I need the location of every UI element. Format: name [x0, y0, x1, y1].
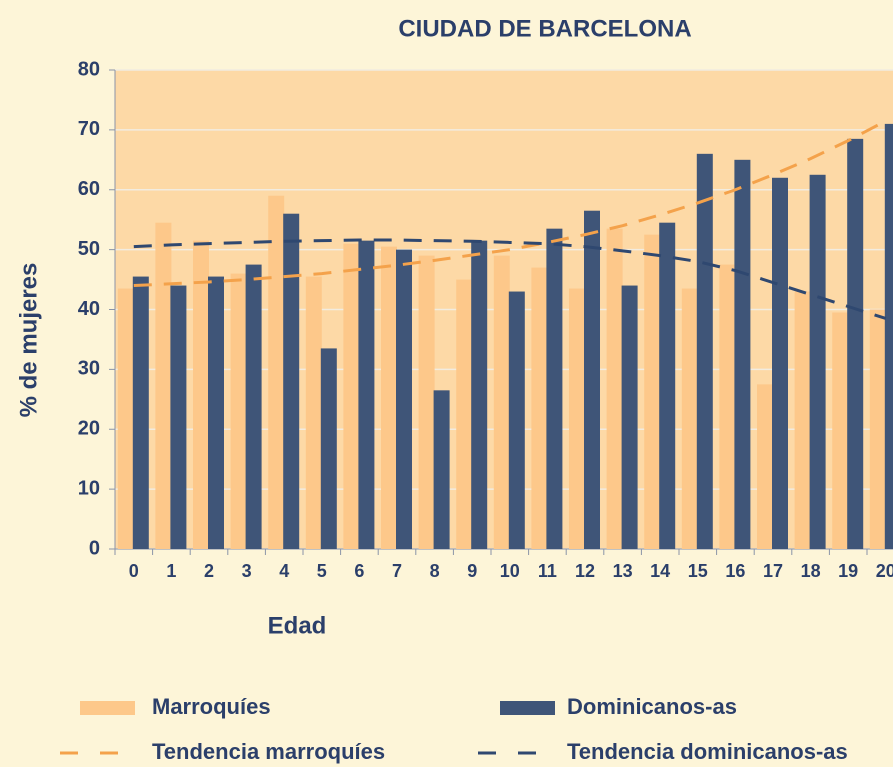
- x-tick-label: 1: [166, 561, 176, 581]
- bar: [471, 240, 488, 550]
- x-tick-label: 5: [317, 561, 327, 581]
- bar: [155, 222, 172, 549]
- bar: [606, 228, 623, 549]
- x-tick-label: 13: [613, 561, 633, 581]
- x-tick-label: 16: [725, 561, 745, 581]
- bar: [268, 195, 285, 550]
- x-tick-label: 19: [838, 561, 858, 581]
- bar: [418, 255, 435, 550]
- y-tick-label: 70: [78, 118, 100, 140]
- bar: [433, 390, 450, 549]
- bar: [508, 291, 525, 549]
- x-tick-label: 17: [763, 561, 783, 581]
- x-tick-label: 6: [354, 561, 364, 581]
- bar: [230, 273, 247, 549]
- chart-title: CIUDAD DE BARCELONA: [398, 15, 691, 42]
- x-tick-label: 18: [801, 561, 821, 581]
- x-tick-label: 9: [467, 561, 477, 581]
- bar: [117, 288, 134, 549]
- x-tick-label: 7: [392, 561, 402, 581]
- trend-line: [133, 119, 887, 288]
- bar: [396, 249, 412, 549]
- y-tick-label: 0: [89, 537, 100, 559]
- x-tick-label: 4: [279, 561, 289, 581]
- bar: [794, 291, 811, 549]
- bar: [531, 267, 548, 549]
- x-tick-label: 3: [242, 561, 252, 581]
- y-tick-label: 30: [78, 358, 100, 380]
- bar: [869, 309, 886, 549]
- trend-line: [133, 238, 887, 320]
- bar: [546, 228, 563, 549]
- x-axis-label: Edad: [268, 612, 327, 639]
- bar: [283, 213, 300, 549]
- x-tick-label: 8: [430, 561, 440, 581]
- legend-swatch: [80, 701, 135, 715]
- x-tick-label: 15: [688, 561, 708, 581]
- bar: [456, 279, 473, 549]
- bar: [208, 276, 224, 549]
- bar: [832, 312, 849, 549]
- x-tick-label: 0: [129, 561, 139, 581]
- bar: [847, 138, 864, 549]
- bar: [170, 285, 187, 549]
- legend-label: Marroquíes: [152, 694, 271, 719]
- bar: [696, 153, 713, 549]
- y-axis-label: % de mujeres: [15, 263, 42, 418]
- x-tick-label: 14: [650, 561, 670, 581]
- legend-swatch: [500, 701, 555, 715]
- bar: [493, 255, 510, 550]
- bar: [757, 384, 773, 549]
- x-tick-label: 11: [538, 561, 557, 581]
- bar: [245, 264, 262, 549]
- bar: [584, 210, 600, 550]
- bar: [644, 234, 661, 549]
- y-tick-label: 20: [78, 418, 100, 440]
- y-tick-label: 50: [78, 238, 100, 260]
- y-tick-label: 60: [78, 178, 100, 200]
- x-tick-label: 2: [204, 561, 214, 581]
- legend-label: Tendencia marroquíes: [152, 739, 385, 764]
- bar: [193, 240, 209, 550]
- y-tick-label: 10: [78, 477, 100, 499]
- legend-label: Tendencia dominicanos-as: [567, 739, 848, 764]
- bar: [320, 348, 337, 549]
- x-tick-label: 10: [500, 561, 520, 581]
- bar: [132, 276, 149, 549]
- bar: [884, 123, 893, 549]
- x-tick-label: 12: [575, 561, 595, 581]
- bar: [809, 174, 826, 549]
- bar: [734, 159, 751, 549]
- bar: [343, 243, 360, 549]
- bar: [381, 246, 397, 549]
- x-tick-label: 20: [876, 561, 893, 581]
- bar: [681, 288, 698, 549]
- y-tick-label: 80: [78, 58, 100, 80]
- legend-label: Dominicanos-as: [567, 694, 737, 719]
- bar: [621, 285, 638, 549]
- bar: [305, 276, 322, 549]
- y-tick-label: 40: [78, 298, 100, 320]
- bar: [659, 222, 676, 549]
- bar: [569, 288, 585, 549]
- bar: [358, 240, 375, 550]
- bar: [772, 177, 788, 549]
- bar: [719, 264, 736, 549]
